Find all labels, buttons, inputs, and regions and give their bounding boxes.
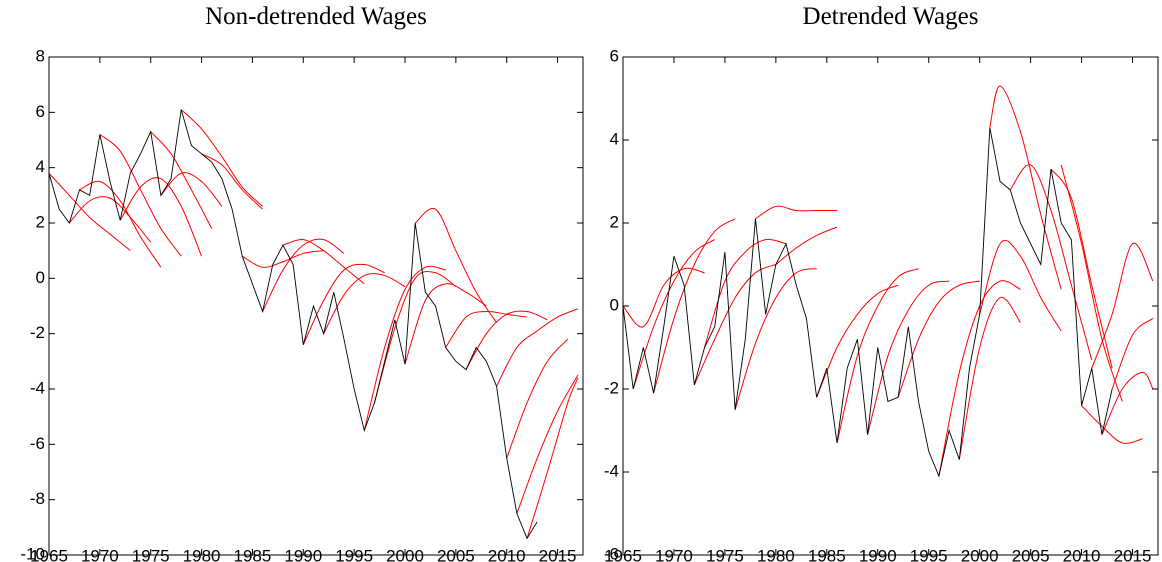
x-tick-label: 1995 [335, 546, 373, 562]
plot-frame [622, 56, 1159, 556]
y-tick-label: -2 [30, 323, 45, 342]
forecast-line [201, 153, 263, 210]
actual-line [49, 109, 538, 540]
y-tick-label: -6 [30, 434, 45, 453]
forecast-line [302, 263, 385, 345]
forecast-line [989, 85, 1062, 290]
x-tick-label: 2015 [539, 546, 577, 562]
x-tick-label: 2015 [1114, 546, 1152, 562]
forecast-line [404, 283, 487, 365]
y-tick-label: 2 [36, 212, 45, 231]
forecast-line [734, 268, 817, 410]
x-tick-label: 2000 [386, 546, 424, 562]
forecast-line [1060, 164, 1123, 402]
forecast-line [374, 271, 457, 403]
x-tick-label: 1980 [757, 546, 795, 562]
y-tick-label: 6 [610, 46, 619, 65]
x-tick-label: 2005 [1012, 546, 1050, 562]
forecast-line [516, 374, 579, 514]
forecast-line [632, 239, 715, 390]
x-tick-label: 1975 [132, 546, 170, 562]
x-tick-label: 1975 [706, 546, 744, 562]
forecast-line [68, 196, 152, 243]
forecast-line [119, 177, 203, 257]
forecast-line [150, 131, 213, 229]
forecast-line [445, 310, 528, 348]
x-tick-label: 1990 [859, 546, 897, 562]
y-tick-label: -4 [30, 378, 45, 397]
forecast-line [816, 284, 899, 398]
forecast-line [99, 134, 182, 257]
forecast-line [1081, 405, 1143, 444]
forecast-line [526, 377, 579, 539]
y-tick-label: -6 [604, 544, 619, 562]
forecast-line [1101, 371, 1154, 435]
x-tick-label: 1970 [655, 546, 693, 562]
forecast-line [704, 238, 787, 348]
forecast-line [242, 250, 324, 268]
y-tick-label: -8 [30, 489, 45, 508]
forecast-line [262, 238, 345, 312]
x-tick-label: 1990 [284, 546, 322, 562]
plot-area [623, 85, 1154, 478]
forecast-line [363, 265, 446, 431]
y-tick-label: 0 [36, 268, 45, 287]
forecast-line [938, 280, 1021, 477]
forecast-line [49, 172, 131, 252]
forecast-line [693, 264, 777, 386]
y-tick-label: -10 [20, 544, 45, 562]
chart-title: Non-detrended Wages [205, 3, 427, 30]
x-tick-label: 1985 [808, 546, 846, 562]
y-tick-label: -4 [604, 461, 619, 480]
forecast-line [979, 239, 1062, 332]
x-tick-label: 1985 [234, 546, 272, 562]
plot-area [49, 109, 579, 540]
forecast-line [79, 180, 162, 268]
forecast-line [414, 207, 497, 323]
y-tick-label: 2 [610, 212, 619, 231]
x-tick-label: 1980 [183, 546, 221, 562]
forecast-line [836, 268, 919, 444]
forecast-line [775, 226, 838, 265]
forecast-line [1091, 243, 1154, 369]
chart-title: Detrended Wages [803, 3, 979, 30]
forecast-line [496, 308, 579, 387]
forecast-line [180, 109, 263, 207]
y-tick-label: 4 [610, 129, 619, 148]
y-tick-label: 4 [36, 157, 45, 176]
x-tick-label: 1995 [910, 546, 948, 562]
x-tick-label: 2010 [488, 546, 526, 562]
forecast-line [958, 296, 1021, 460]
x-tick-label: 1965 [30, 546, 68, 562]
forecast-line [323, 273, 406, 334]
forecast-line [465, 310, 548, 370]
x-tick-label: 2010 [1063, 546, 1101, 562]
y-tick-label: -2 [604, 378, 619, 397]
forecast-line [160, 172, 223, 207]
forecast-line [1111, 318, 1154, 390]
forecast-line [1050, 168, 1113, 369]
y-tick-label: 8 [36, 46, 45, 65]
forecast-line [282, 239, 365, 285]
forecast-line [623, 267, 705, 328]
y-tick-label: 6 [36, 102, 45, 121]
forecast-line [653, 218, 736, 394]
forecast-line [867, 280, 950, 435]
x-tick-label: 1970 [81, 546, 119, 562]
plot-frame [48, 56, 584, 556]
forecast-line [755, 205, 837, 220]
x-tick-label: 1965 [604, 546, 642, 562]
forecast-line [1009, 164, 1093, 361]
forecast-line [506, 338, 569, 459]
x-tick-label: 2000 [961, 546, 999, 562]
actual-line [623, 127, 1113, 478]
x-tick-label: 2005 [437, 546, 475, 562]
y-tick-label: 0 [610, 295, 619, 314]
